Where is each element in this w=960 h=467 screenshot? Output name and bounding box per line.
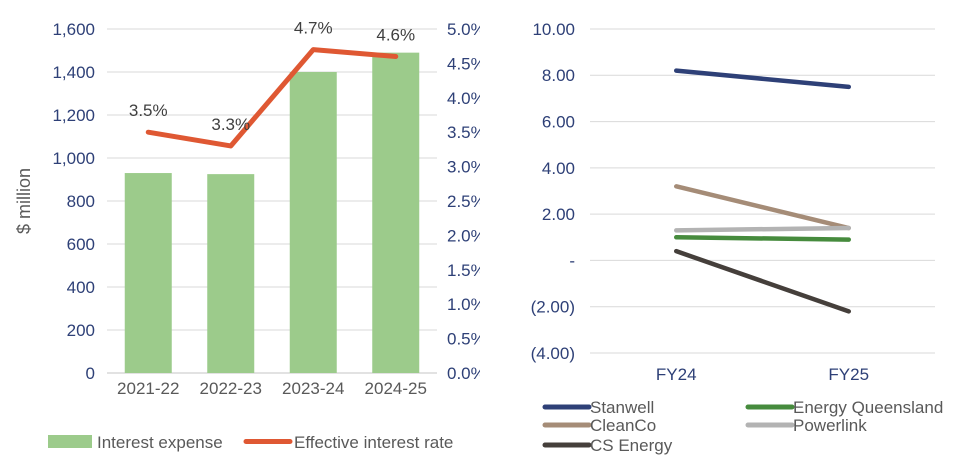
right-y-tick-label: 0.5% (447, 330, 480, 349)
legend-swatch-interest-expense (48, 435, 92, 448)
left-y-tick-label: 600 (67, 235, 95, 254)
legend-label-stanwell: Stanwell (590, 398, 654, 417)
x-tick-label: 2021-22 (117, 379, 179, 398)
right-y-tick-label: 1.5% (447, 261, 480, 280)
left-y-tick-label: 400 (67, 278, 95, 297)
data-label: 3.3% (211, 115, 250, 134)
legend-label-energy-queensland: Energy Queensland (793, 398, 943, 417)
series-line-cleanco (674, 184, 851, 231)
right-y-tick-label: 3.0% (447, 158, 480, 177)
left-y-tick-label: 200 (67, 321, 95, 340)
y-tick-label: (2.00) (531, 298, 575, 317)
legend-label-interest-expense: Interest expense (97, 433, 223, 452)
left-y-tick-label: 1,400 (52, 63, 95, 82)
y-tick-label: - (569, 251, 575, 270)
x-tick-label: FY25 (828, 365, 869, 384)
y-axis-title: $ million (14, 168, 34, 234)
x-tick-label: 2024-25 (365, 379, 427, 398)
interest-expense-chart-plot: 0 200 400 600 800 1,000 1,200 1,400 1,600 0.0% 0.5… (14, 19, 486, 452)
y-tick-label: 10.00 (532, 20, 575, 39)
legend-label-cs-energy: CS Energy (590, 436, 673, 455)
y-tick-label: 4.00 (542, 159, 575, 178)
bar-2023-24 (289, 72, 337, 373)
series-line-effective-interest-rate (145, 47, 399, 149)
right-y-tick-label: 2.5% (447, 192, 480, 211)
right-y-tick-label: 3.5% (447, 123, 480, 142)
data-label: 4.7% (294, 19, 333, 38)
bar-2022-23 (207, 174, 255, 373)
data-label: 4.6% (376, 26, 415, 45)
right-y-tick-label: 2.0% (447, 226, 480, 245)
legend-label-powerlink: Powerlink (793, 416, 867, 435)
data-label: 3.5% (129, 101, 168, 120)
left-y-tick-label: 800 (67, 192, 95, 211)
entities-gearing-chart-plot: 10.00 8.00 6.00 4.00 2.00 - (2.00) (4.00) FY24 FY… (531, 20, 944, 455)
series-line-cs-energy (674, 248, 851, 314)
right-y-tick-label: 4.5% (447, 54, 480, 73)
right-y-tick-label: 1.0% (447, 295, 480, 314)
bar-2021-22 (124, 173, 172, 373)
x-tick-label: 2023-24 (282, 379, 344, 398)
left-y-tick-label: 1,000 (52, 149, 95, 168)
left-y-tick-label: 1,600 (52, 20, 95, 39)
left-y-tick-label: 1,200 (52, 106, 95, 125)
y-tick-label: (4.00) (531, 344, 575, 363)
series-line-stanwell (674, 68, 851, 90)
right-y-tick-label: 0.0% (447, 364, 480, 383)
series-line-energy-queensland (674, 235, 851, 242)
right-y-tick-label: 4.0% (447, 89, 480, 108)
entities-gearing-chart: 10.00 8.00 6.00 4.00 2.00 - (2.00) (4.00) FY24 FY… (480, 0, 960, 467)
bar-2024-25 (372, 52, 420, 374)
interest-expense-chart: 0 200 400 600 800 1,000 1,200 1,400 1,600 0.0% 0.5… (14, 19, 486, 452)
legend-label-cleanco: CleanCo (590, 416, 656, 435)
y-tick-label: 2.00 (542, 205, 575, 224)
right-y-tick-label: 5.0% (447, 20, 480, 39)
series-line-powerlink (674, 225, 851, 233)
y-tick-label: 6.00 (542, 113, 575, 132)
left-y-tick-label: 0 (86, 364, 95, 383)
y-tick-label: 8.00 (542, 66, 575, 85)
x-tick-label: 2022-23 (200, 379, 262, 398)
legend-label-effective-interest-rate: Effective interest rate (294, 433, 453, 452)
x-tick-label: FY24 (656, 365, 697, 384)
